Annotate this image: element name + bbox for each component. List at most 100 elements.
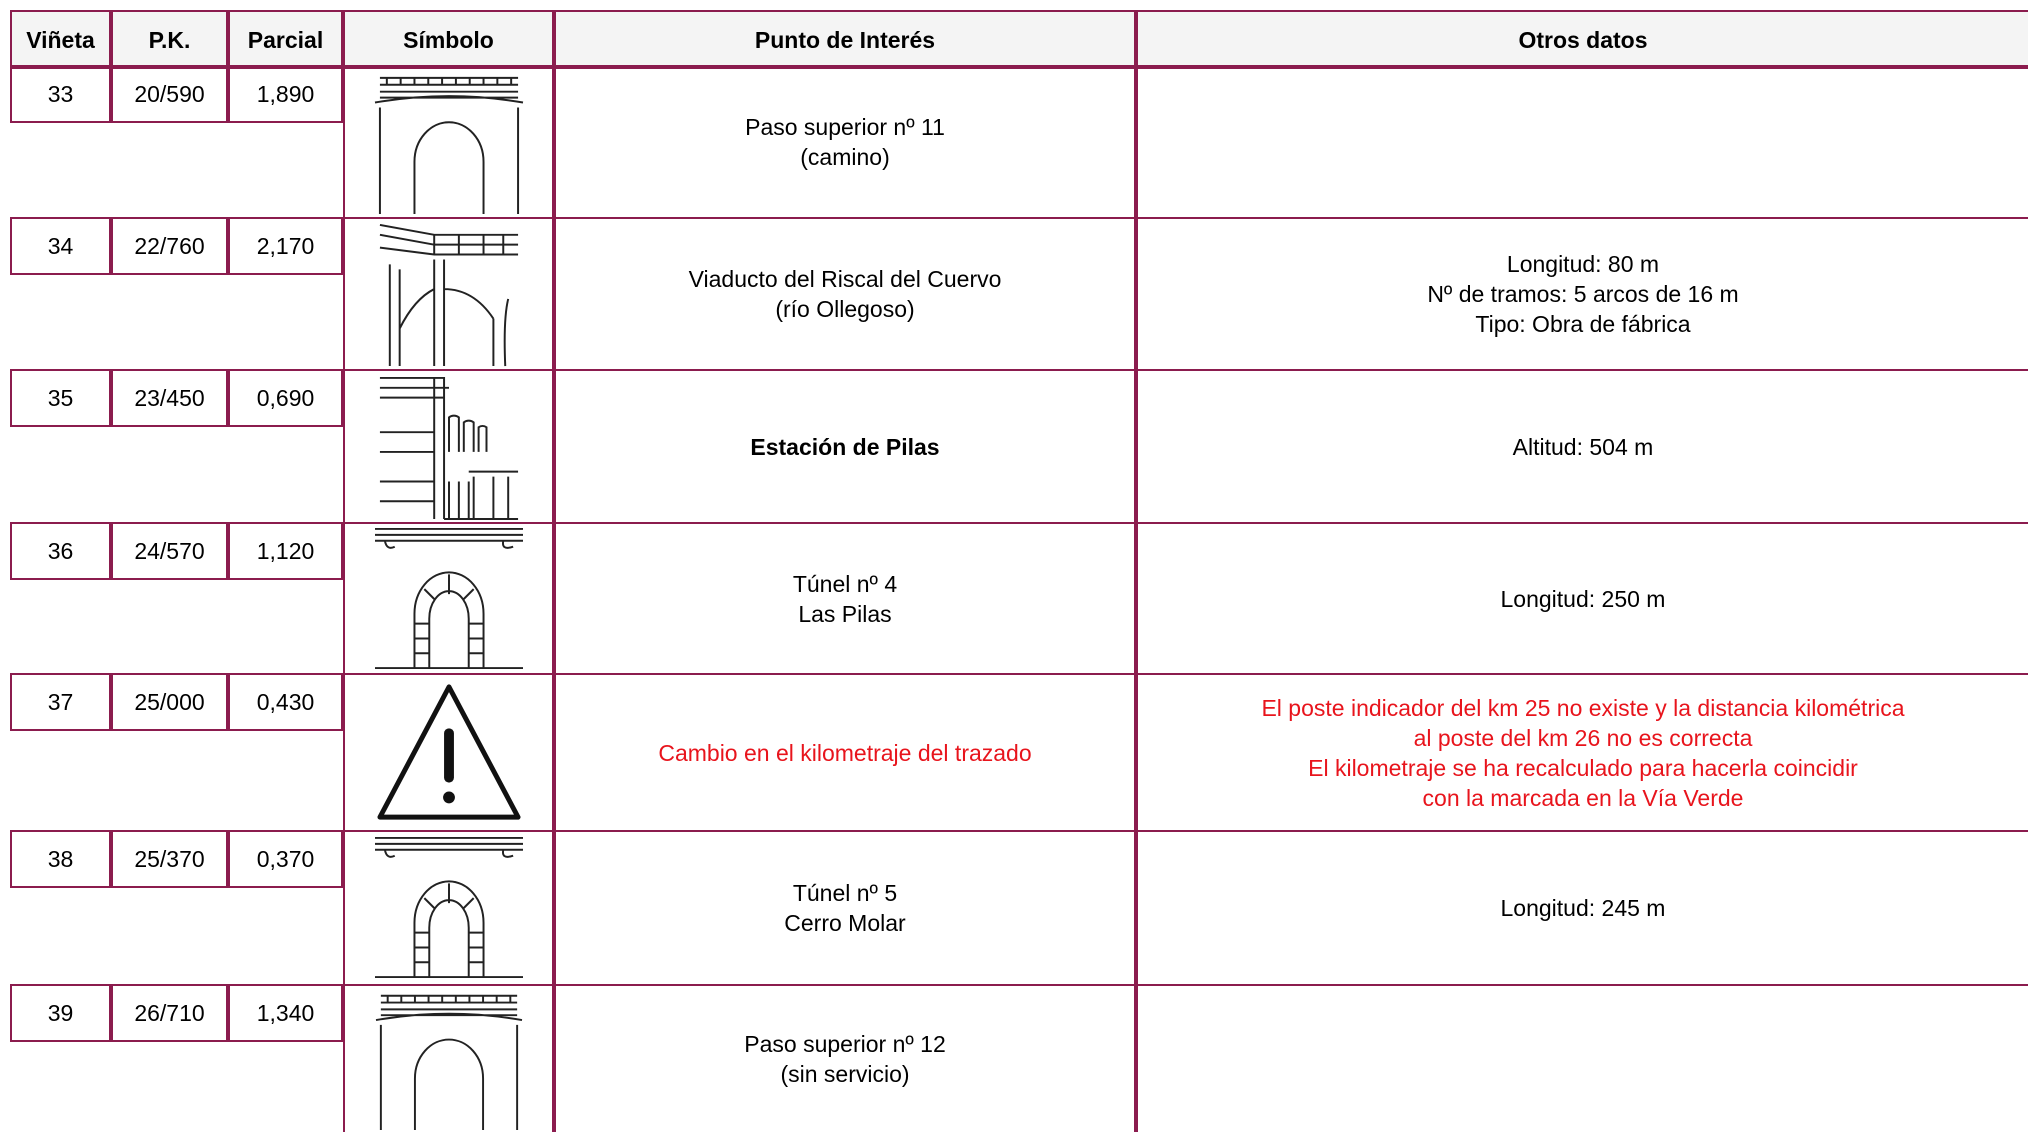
other-cell: [1136, 65, 2028, 219]
parcial: 1,890: [256, 81, 315, 107]
poi-text: Túnel nº 4: [792, 570, 898, 597]
parcial-cell: 1,120: [228, 522, 343, 580]
parcial-cell: 0,430: [228, 673, 343, 731]
parcial-cell: 1,340: [228, 984, 343, 1042]
other-text: Nº de tramos: 5 arcos de 16 m: [1427, 281, 1739, 307]
poi-cell: Túnel nº 5 Cerro Molar: [554, 830, 1136, 986]
header-text: Otros datos: [1518, 26, 1648, 53]
pk: 25/000: [134, 689, 205, 715]
header-cell: P.K.: [111, 10, 228, 69]
pk: 23/450: [134, 385, 205, 411]
parcial-cell: 2,170: [228, 217, 343, 275]
header-text: P.K.: [148, 26, 191, 53]
vineta: 34: [47, 233, 74, 259]
pk-cell: 22/760: [111, 217, 228, 275]
vineta: 33: [47, 81, 74, 107]
header-text: Punto de Interés: [754, 26, 936, 53]
parcial: 0,690: [256, 385, 315, 411]
other-cell: Longitud: 250 m: [1136, 522, 2028, 675]
poi-text: Estación de Pilas: [750, 433, 940, 460]
poi-cell: Paso superior nº 11 (camino): [554, 65, 1136, 219]
symbol-icon: [374, 836, 523, 979]
symbol-icon: [379, 223, 518, 367]
poi-text: Paso superior nº 11: [745, 114, 945, 140]
other-text: Tipo: Obra de fábrica: [1475, 311, 1691, 337]
poi-text: Cerro Molar: [784, 910, 906, 936]
other-text: Longitud: 245 m: [1500, 895, 1666, 921]
other-text: Longitud: 80 m: [1506, 251, 1660, 277]
poi-text: (río Ollegoso): [775, 296, 915, 322]
poi-cell: Paso superior nº 12 (sin servicio): [554, 984, 1136, 1132]
parcial-cell: 0,370: [228, 830, 343, 888]
vineta: 36: [47, 538, 74, 564]
symbol-icon: [374, 76, 523, 215]
vineta-cell: 34: [10, 217, 111, 275]
vineta-cell: 33: [10, 65, 111, 123]
vineta: 37: [47, 689, 74, 715]
poi-text: Las Pilas: [798, 600, 892, 627]
poi-text: Paso superior nº 12: [744, 1031, 946, 1057]
pk: 20/590: [134, 81, 205, 107]
vineta: 39: [47, 1000, 74, 1026]
vineta-cell: 37: [10, 673, 111, 731]
parcial-cell: 0,690: [228, 369, 343, 427]
poi-cell: Viaducto del Riscal del Cuervo (río Olleg…: [554, 217, 1136, 371]
symbol-cell: [343, 673, 554, 832]
poi-text: (sin servicio): [780, 1061, 910, 1087]
poi-text: Viaducto del Riscal del Cuervo: [688, 266, 1002, 292]
vineta-cell: 36: [10, 522, 111, 580]
vineta-cell: 39: [10, 984, 111, 1042]
symbol-icon: [374, 527, 523, 669]
other-text: El poste indicador del km 25 no existe y…: [1261, 694, 1905, 721]
vineta: 35: [47, 385, 74, 411]
poi-cell: Túnel nº 4 Las Pilas: [554, 522, 1136, 675]
other-cell: Longitud: 80 m Nº de tramos: 5 arcos de 1…: [1136, 217, 2028, 371]
parcial: 1,120: [256, 538, 315, 564]
header-text: Símbolo: [403, 26, 494, 53]
symbol-cell: [343, 830, 554, 986]
other-text: Altitud: 504 m: [1512, 433, 1654, 460]
symbol-icon: [375, 994, 522, 1131]
header-text: Parcial: [247, 26, 324, 53]
parcial: 2,170: [256, 233, 315, 259]
pk: 24/570: [134, 538, 205, 564]
symbol-cell: [343, 369, 554, 524]
poi-cell: Estación de Pilas: [554, 369, 1136, 524]
poi-text: (camino): [800, 144, 890, 170]
symbol-cell: [343, 217, 554, 371]
pk-cell: 25/000: [111, 673, 228, 731]
symbol-icon: [379, 376, 518, 520]
other-text: al poste del km 26 no es correcta: [1413, 724, 1753, 751]
other-text: El kilometraje se ha recalculado para ha…: [1308, 754, 1858, 781]
parcial: 1,340: [256, 1000, 315, 1026]
other-text: Longitud: 250 m: [1500, 585, 1666, 612]
symbol-icon: [376, 683, 521, 820]
poi-text: Túnel nº 5: [792, 880, 898, 906]
pk-cell: 20/590: [111, 65, 228, 123]
poi-text: Cambio en el kilometraje del trazado: [658, 739, 1032, 766]
other-cell: Altitud: 504 m: [1136, 369, 2028, 524]
vineta-cell: 35: [10, 369, 111, 427]
header-text: Viñeta: [26, 26, 95, 53]
symbol-cell: [343, 984, 554, 1132]
pk-cell: 26/710: [111, 984, 228, 1042]
header-cell: Parcial: [228, 10, 343, 69]
header-cell: Otros datos: [1136, 10, 2028, 69]
parcial: 0,430: [256, 689, 315, 715]
pk: 22/760: [134, 233, 205, 259]
symbol-cell: [343, 522, 554, 675]
pk: 26/710: [134, 1000, 205, 1026]
parcial-cell: 1,890: [228, 65, 343, 123]
header-cell: Punto de Interés: [554, 10, 1136, 69]
pk: 25/370: [134, 846, 205, 872]
pk-cell: 25/370: [111, 830, 228, 888]
other-cell: Longitud: 245 m: [1136, 830, 2028, 986]
other-cell: [1136, 984, 2028, 1132]
vineta: 38: [47, 846, 74, 872]
symbol-cell: [343, 65, 554, 219]
vineta-cell: 38: [10, 830, 111, 888]
poi-cell: Cambio en el kilometraje del trazado: [554, 673, 1136, 832]
other-cell: El poste indicador del km 25 no existe y…: [1136, 673, 2028, 832]
other-text: con la marcada en la Vía Verde: [1422, 784, 1744, 811]
